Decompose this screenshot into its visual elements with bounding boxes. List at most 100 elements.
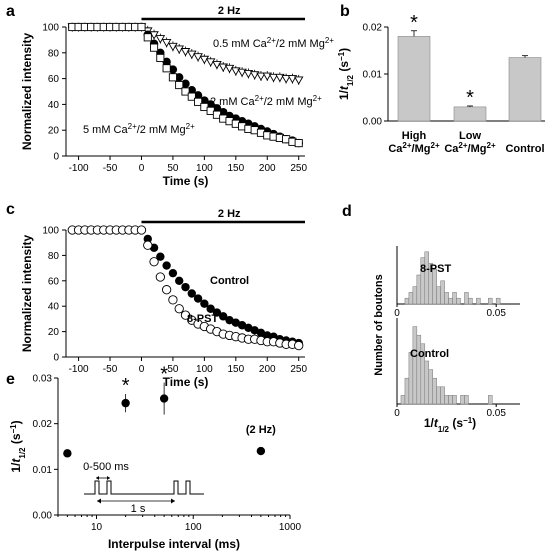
y-tick-label: 0.02 <box>33 419 53 430</box>
data-point <box>268 73 279 83</box>
histogram-bar <box>468 297 473 305</box>
bar <box>453 106 487 122</box>
histogram-bar <box>428 369 433 405</box>
data-point <box>162 57 171 67</box>
data-point <box>256 446 266 456</box>
histogram-bar <box>432 377 437 405</box>
y-tick-label: 20 <box>48 327 60 338</box>
data-point <box>212 60 222 70</box>
data-point <box>193 91 203 100</box>
histogram-bar <box>408 352 414 405</box>
histogram-bar <box>460 395 465 405</box>
data-point <box>275 73 285 83</box>
series-2 <box>68 22 303 148</box>
data-point <box>181 87 190 96</box>
data-point <box>293 76 304 85</box>
x-tick-label: 0 <box>394 408 400 419</box>
x-tick-label: 100 <box>196 163 213 174</box>
y-tick-label: 20 <box>48 126 60 137</box>
data-point <box>194 97 203 106</box>
data-point <box>199 55 210 65</box>
y-tick-label: 100 <box>42 23 59 34</box>
histogram-bar <box>448 395 453 405</box>
histogram-bar <box>444 395 449 405</box>
bar <box>508 57 542 122</box>
series-label: 2 mM Ca2+/2 mM Mg2+ <box>210 94 322 109</box>
data-point <box>143 240 153 250</box>
histogram-bar <box>408 292 414 305</box>
data-point <box>256 328 266 338</box>
histogram-bar <box>488 395 493 405</box>
data-point <box>218 63 229 72</box>
x-tick-label: 0 <box>394 308 400 319</box>
bar <box>397 36 431 122</box>
histogram-1: Control 0 0.05 <box>394 318 520 419</box>
x-axis-label: Interpulse interval (ms) <box>108 537 240 551</box>
data-point <box>156 53 165 63</box>
inset-interval-label: 0-500 ms <box>83 461 129 473</box>
x-tick-label: 250 <box>290 364 307 375</box>
data-point <box>219 312 228 321</box>
x-tick-label: 200 <box>259 364 276 375</box>
y-tick-label: 60 <box>48 276 60 287</box>
series-label: 0.5 mM Ca2+/2 mM Mg2+ <box>213 36 334 51</box>
x-axis-label: 1/t1/2 (s−1) <box>424 416 476 434</box>
panel-letter-b: b <box>340 3 350 20</box>
significance-star: * <box>122 375 130 397</box>
data-point <box>175 73 184 82</box>
data-point <box>143 234 152 244</box>
histogram-bar <box>424 360 429 405</box>
histogram-bar <box>476 297 481 305</box>
x-tick-label: 50 <box>167 364 179 375</box>
data-point <box>137 22 146 32</box>
category-label: High <box>402 130 427 142</box>
series-1 <box>67 225 304 351</box>
x-tick-label: 0 <box>139 163 145 174</box>
x-tick-label: -100 <box>69 364 89 375</box>
x-tick-label: -50 <box>103 163 118 174</box>
y-tick-label: 80 <box>48 251 60 262</box>
panel-d-chart: 8-PST 0 0.05 Control 0 0.05 Number of boutons 1… <box>373 246 520 434</box>
y-tick-label: 0.01 <box>33 465 53 476</box>
panel-letter-e: e <box>6 371 15 388</box>
x-tick-label: 100 <box>196 364 213 375</box>
y-tick-label: 0 <box>53 353 59 364</box>
data-point <box>193 53 203 62</box>
histogram-bar <box>448 297 453 305</box>
y-axis-label: Normalized intensity <box>20 234 34 352</box>
data-point <box>294 139 303 148</box>
data-point <box>156 252 165 261</box>
x-tick-label: 1000 <box>279 522 302 533</box>
y-tick-label: 0 <box>53 152 59 163</box>
series-label: 8-PST <box>420 263 451 275</box>
series-label: Control <box>410 348 449 360</box>
y-axis-label: 1/t1/2 (s−1) <box>9 420 27 472</box>
y-tick-label: 80 <box>48 48 60 59</box>
histogram-bar <box>416 274 422 305</box>
histogram-bar <box>452 395 457 405</box>
panel-letter-c: c <box>6 201 15 218</box>
significance-star: * <box>466 87 474 109</box>
x-tick-label: 250 <box>290 163 307 174</box>
data-point <box>243 69 254 79</box>
histogram-bar <box>464 395 469 405</box>
x-tick-label: 150 <box>227 364 244 375</box>
inset-period-label: 1 s <box>131 503 146 515</box>
y-tick-label: 40 <box>48 302 60 313</box>
histogram-bar <box>412 286 418 305</box>
data-point <box>162 64 171 73</box>
histogram-bar <box>404 297 410 305</box>
data-point <box>200 96 209 105</box>
data-point <box>281 75 291 84</box>
x-axis-label: Time (s) <box>163 174 209 188</box>
data-point <box>161 285 172 295</box>
pulse-train <box>84 480 204 495</box>
data-point <box>168 73 177 82</box>
category-label: Ca2+/Mg2+ <box>388 141 440 156</box>
panel-a-chart: 0 20 40 60 80 100 -100 -50 0 50 100 150 200 250 2 Hz Ti… <box>20 5 334 188</box>
panel-letter-a: a <box>6 3 15 20</box>
data-point <box>225 315 234 325</box>
data-point <box>175 276 184 285</box>
data-point <box>262 72 273 81</box>
